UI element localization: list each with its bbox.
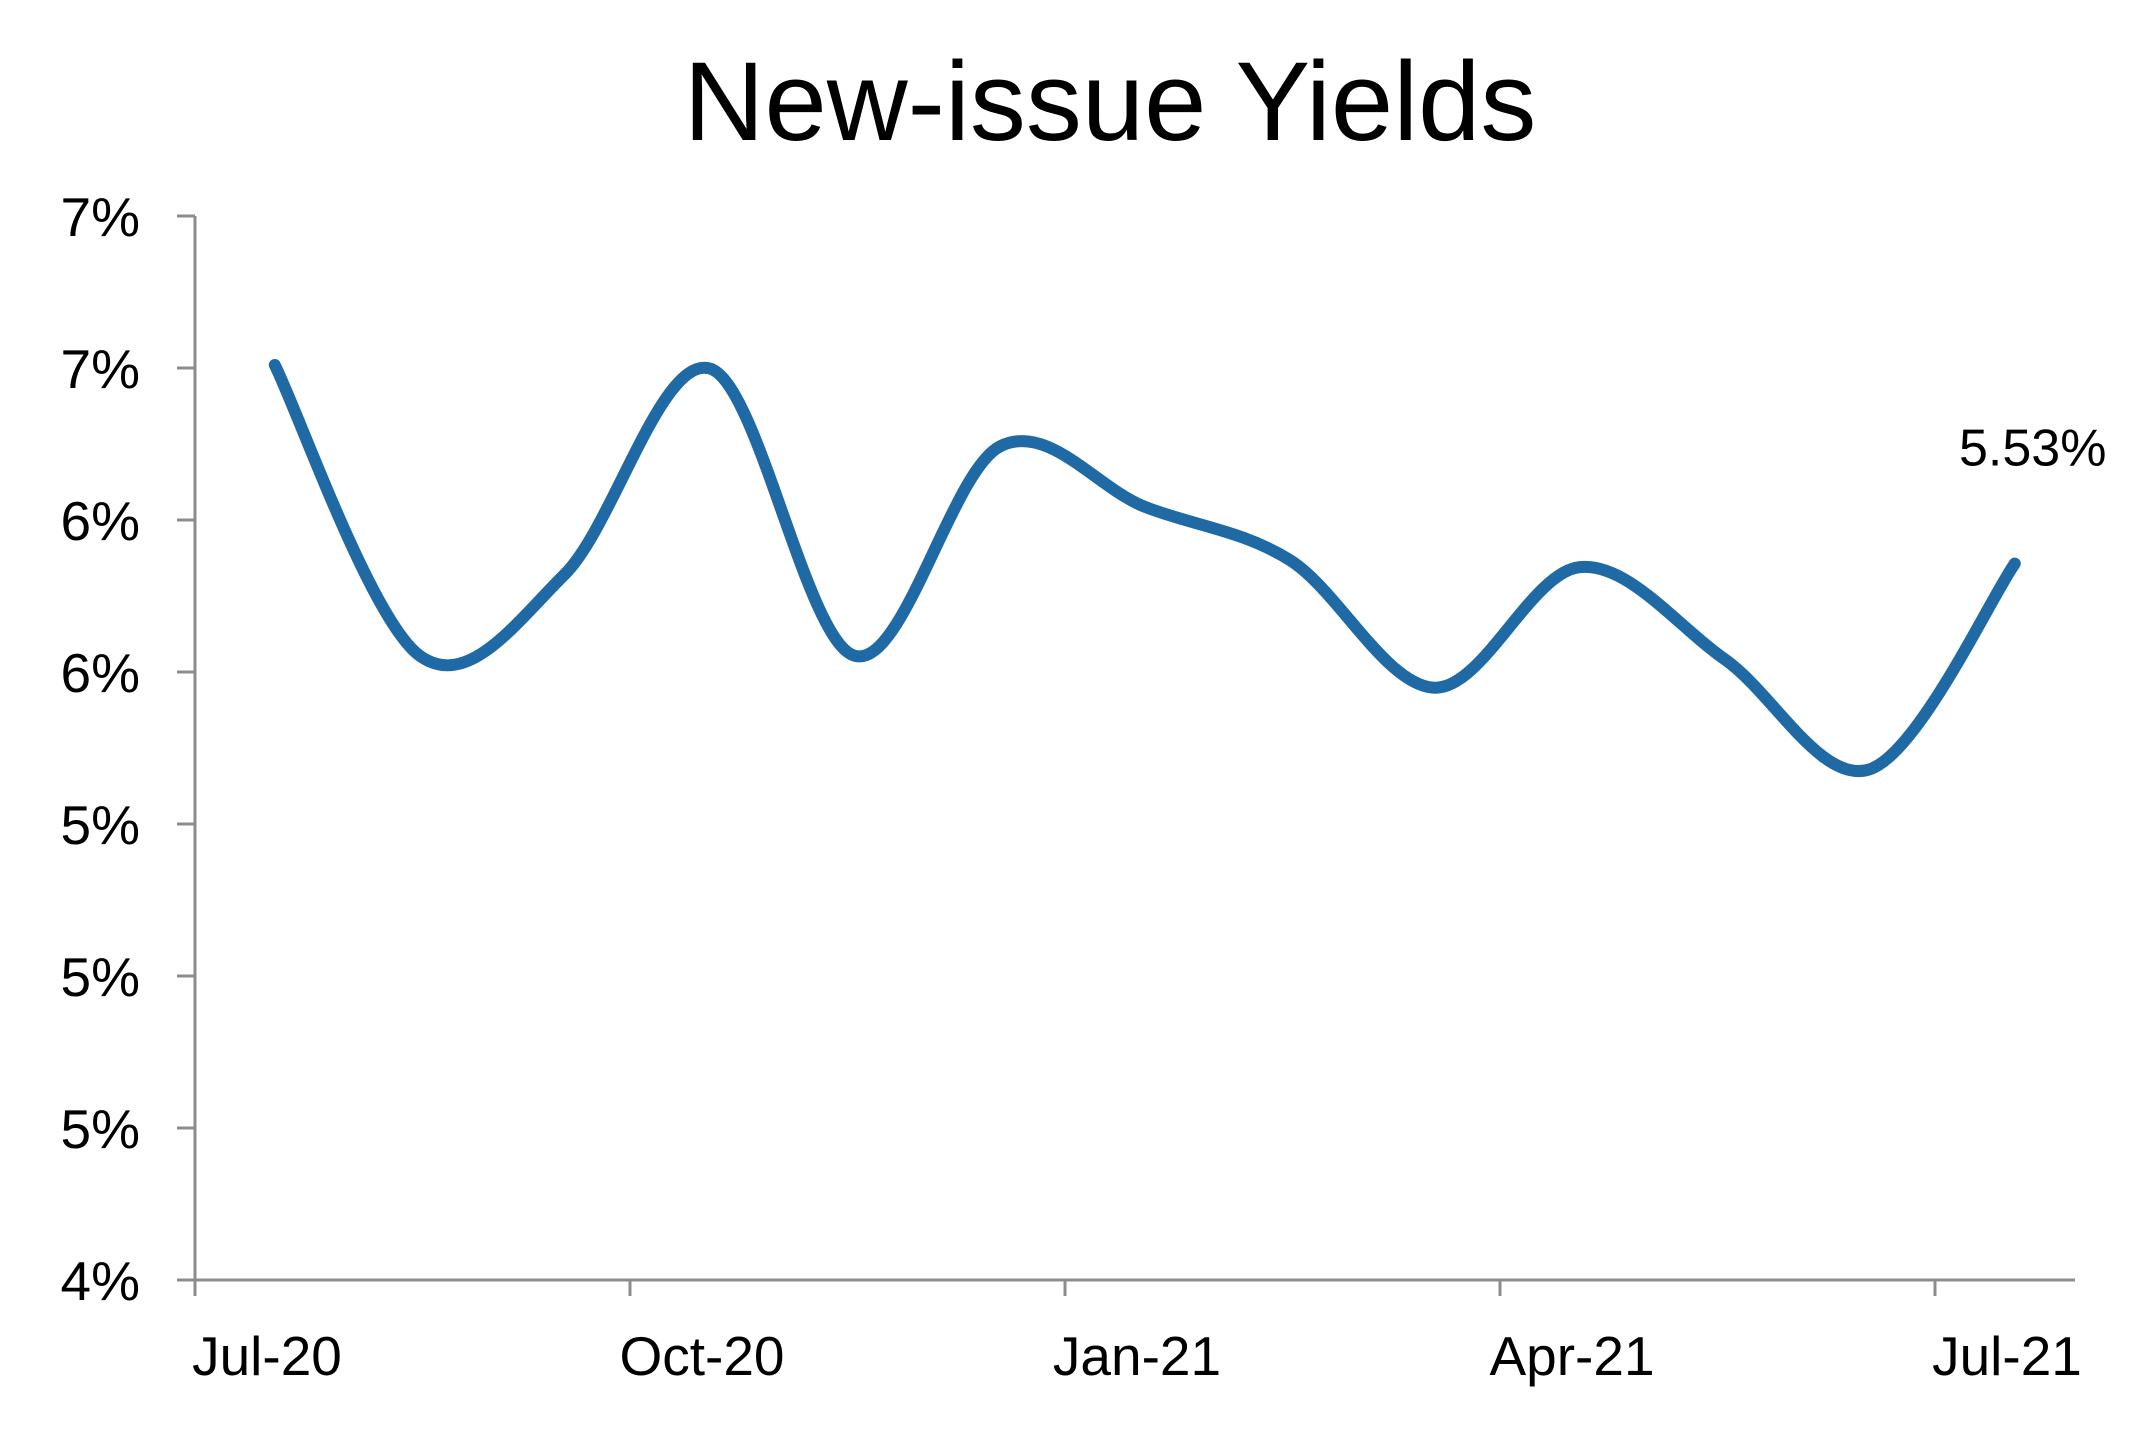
y-tick-label: 5% xyxy=(61,1098,141,1160)
series-line xyxy=(268,359,2021,778)
chart-title: New-issue Yields xyxy=(684,39,1537,164)
x-tick-label: Oct-20 xyxy=(619,1325,784,1387)
last-value-label: 5.53% xyxy=(1959,420,2106,478)
y-tick-label: 5% xyxy=(61,794,141,856)
y-tick-label: 5% xyxy=(61,946,141,1008)
series-layer xyxy=(268,359,2021,778)
y-tick-label: 7% xyxy=(61,186,141,248)
y-tick-label: 7% xyxy=(61,338,141,400)
y-tick-label: 6% xyxy=(61,490,141,552)
x-tick-label: Jul-20 xyxy=(192,1325,342,1387)
y-axis: 4% 5% 5% 5% 6% 6% 7% 7% xyxy=(61,186,197,1312)
x-tick-label: Jul-21 xyxy=(1932,1325,2082,1387)
x-axis: Jul-20 Oct-20 Jan-21 Apr-21 Jul-21 xyxy=(192,1278,2082,1387)
y-tick-label: 6% xyxy=(61,642,141,704)
x-tick-label: Jan-21 xyxy=(1053,1325,1221,1387)
y-tick-label: 4% xyxy=(61,1250,141,1312)
x-tick-label: Apr-21 xyxy=(1489,1325,1654,1387)
